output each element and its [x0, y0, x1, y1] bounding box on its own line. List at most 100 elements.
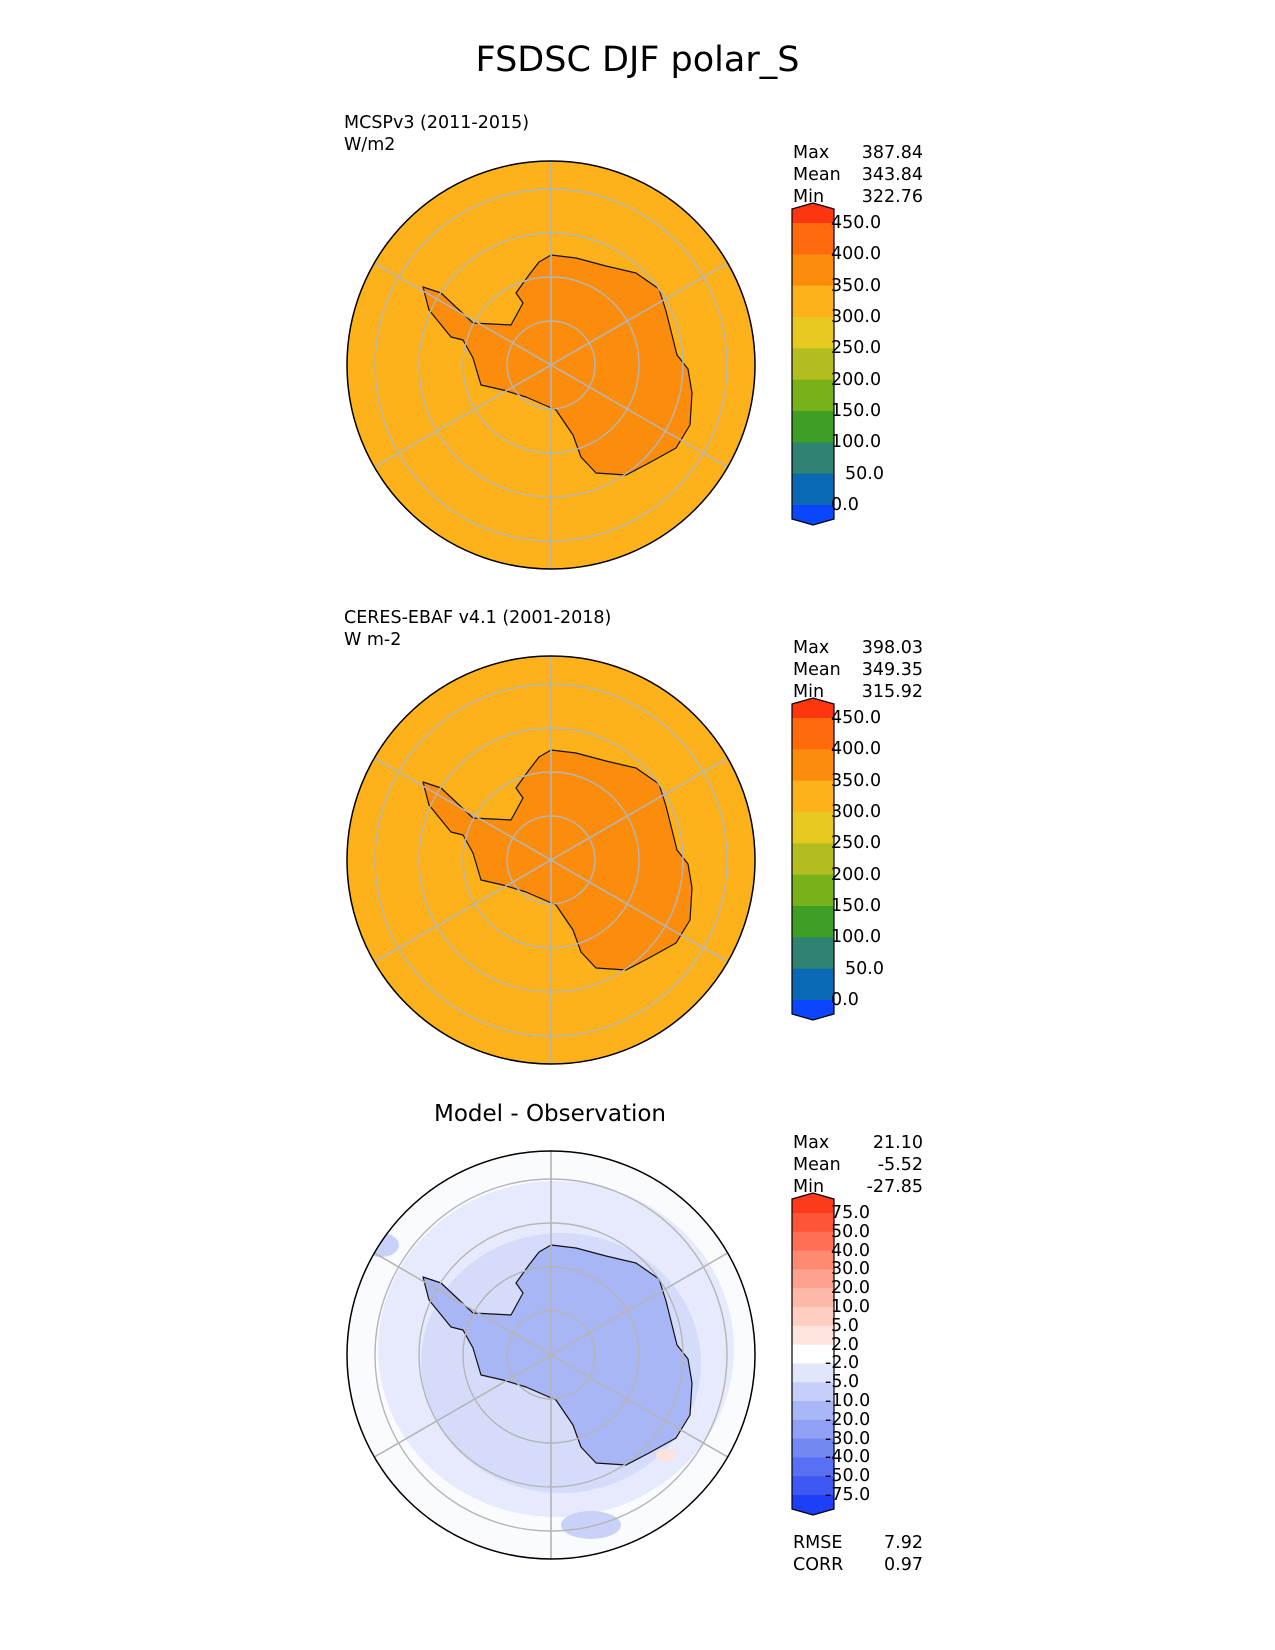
panel-model: MCSPv3 (2011-2015) W/m2 Max 387.84 Mean 34…	[0, 113, 1275, 603]
colorbar-tick-label: 250.0	[831, 833, 882, 854]
colorbar-tick-label: 200.0	[831, 369, 882, 390]
stat-mean: Mean 343.84	[793, 165, 923, 185]
colorbar-extend-min	[792, 1000, 834, 1020]
colorbar-segment	[792, 1325, 834, 1346]
colorbar-tick-label: 10.0	[831, 1297, 870, 1317]
map-boundary	[346, 160, 756, 570]
colorbar-tick-label: 200.0	[831, 864, 882, 885]
footer-stats: RMSE 7.92 CORR 0.97	[793, 1533, 923, 1577]
colorbar	[791, 697, 835, 1021]
colorbar-extend-min	[792, 1495, 834, 1515]
colorbar-tick-label: -5.0	[825, 1372, 860, 1393]
colorbar-outline	[791, 697, 835, 1021]
stat-mean: Mean 349.35	[793, 660, 923, 680]
colorbar-segment	[792, 968, 834, 1001]
colorbar-tick-label: -50.0	[825, 1466, 871, 1487]
colorbar-tick-label: -75.0	[825, 1485, 871, 1505]
figure-title: FSDSC DJF polar_S	[475, 40, 800, 80]
colorbar-tick-label: 350.0	[831, 770, 882, 791]
colorbar-tick-label: 400.0	[831, 739, 882, 760]
colorbar-tick-label: 50.0	[845, 958, 884, 979]
colorbar-tick-label: -30.0	[825, 1428, 871, 1449]
colorbar-tick-label: -20.0	[825, 1409, 871, 1430]
stat-mean: Mean -5.52	[793, 1155, 923, 1175]
colorbar-segment	[792, 812, 834, 844]
antarctica-coastline	[422, 749, 693, 971]
colorbar-tick-label: -40.0	[825, 1447, 871, 1468]
panel-units: W m-2	[344, 630, 402, 650]
longitude-gridline	[373, 262, 729, 468]
stat-max: Max 21.10	[793, 1133, 923, 1153]
colorbar-segment	[792, 1307, 834, 1327]
colorbar-segment	[792, 348, 834, 381]
stats-block: Max 387.84 Mean 343.84 Min 322.76	[793, 143, 923, 209]
colorbar-outline	[791, 202, 835, 526]
panel-label: CERES-EBAF v4.1 (2001-2018)	[344, 608, 612, 628]
colorbar-tick-label: 450.0	[831, 213, 882, 233]
colorbar-extend-max	[792, 698, 834, 718]
colorbar-segment	[792, 780, 834, 813]
colorbar-extend-max	[792, 1193, 834, 1213]
colorbar-tick-label: 50.0	[845, 463, 884, 484]
colorbar-extend-min	[792, 505, 834, 525]
panel-observation: CERES-EBAF v4.1 (2001-2018) W m-2 Max 398…	[0, 608, 1275, 1098]
colorbar-segment	[792, 906, 834, 938]
negative-anomaly	[363, 1233, 399, 1257]
positive-anomaly	[656, 1449, 676, 1461]
colorbar-tick-label: 350.0	[831, 275, 882, 296]
stat-max: Max 398.03	[793, 638, 923, 658]
polar-map	[346, 160, 756, 570]
colorbar-tick-label: 100.0	[831, 432, 882, 453]
colorbar	[791, 1192, 835, 1516]
colorbar-tick-label: 0.0	[831, 495, 859, 515]
colorbar-segment	[792, 442, 834, 475]
stat-max: Max 387.84	[793, 143, 923, 163]
colorbar-tick-label: 0.0	[831, 990, 859, 1010]
colorbar-segment	[792, 285, 834, 318]
colorbar-segment	[792, 1231, 834, 1252]
map-boundary	[346, 1150, 756, 1560]
colorbar	[791, 202, 835, 526]
diff-title: Model - Observation	[433, 1101, 667, 1127]
colorbar-segment	[792, 1438, 834, 1458]
colorbar-segment	[792, 1457, 834, 1477]
colorbar-segment	[792, 843, 834, 876]
colorbar-tick-label: 40.0	[831, 1240, 870, 1261]
negative-anomaly	[561, 1511, 621, 1539]
colorbar-segment	[792, 1419, 834, 1440]
colorbar-segment	[792, 1476, 834, 1496]
colorbar-tick-label: 300.0	[831, 802, 882, 822]
stats-block: Max 21.10 Mean -5.52 Min -27.85	[793, 1133, 923, 1199]
stat-corr: CORR 0.97	[793, 1555, 923, 1575]
colorbar-tick-label: 100.0	[831, 927, 882, 948]
colorbar-segment	[792, 718, 834, 750]
colorbar-tick-label: 400.0	[831, 244, 882, 265]
colorbar-segment	[792, 1288, 834, 1308]
colorbar-segment	[792, 1401, 834, 1421]
colorbar-tick-label: 450.0	[831, 708, 882, 728]
colorbar-extend-max	[792, 203, 834, 223]
antarctica-coastline	[422, 254, 693, 476]
colorbar-segment	[792, 1382, 834, 1402]
colorbar-tick-label: 5.0	[831, 1315, 859, 1336]
colorbar-tick-label: 150.0	[831, 896, 882, 916]
colorbar-tick-label: 150.0	[831, 401, 882, 421]
colorbar-tick-label: 250.0	[831, 338, 882, 359]
stat-min: Min 315.92	[793, 682, 923, 702]
colorbar-segment	[792, 379, 834, 412]
polar-map	[346, 1150, 756, 1560]
colorbar-tick-label: 75.0	[831, 1203, 870, 1223]
map-boundary	[346, 655, 756, 1065]
colorbar-segment	[792, 1363, 834, 1383]
colorbar-tick-label: 300.0	[831, 307, 882, 327]
stat-min: Min 322.76	[793, 187, 923, 207]
colorbar-tick-label: 2.0	[831, 1334, 859, 1355]
colorbar-tick-label: -2.0	[825, 1353, 860, 1374]
colorbar-tick-label: 30.0	[831, 1259, 870, 1280]
colorbar-segment	[792, 317, 834, 349]
colorbar-tick-label: 20.0	[831, 1278, 870, 1299]
colorbar-segment	[792, 1250, 834, 1270]
panel-units: W/m2	[344, 135, 396, 155]
colorbar-segment	[792, 1213, 834, 1233]
colorbar-tick-label: -10.0	[825, 1391, 871, 1411]
